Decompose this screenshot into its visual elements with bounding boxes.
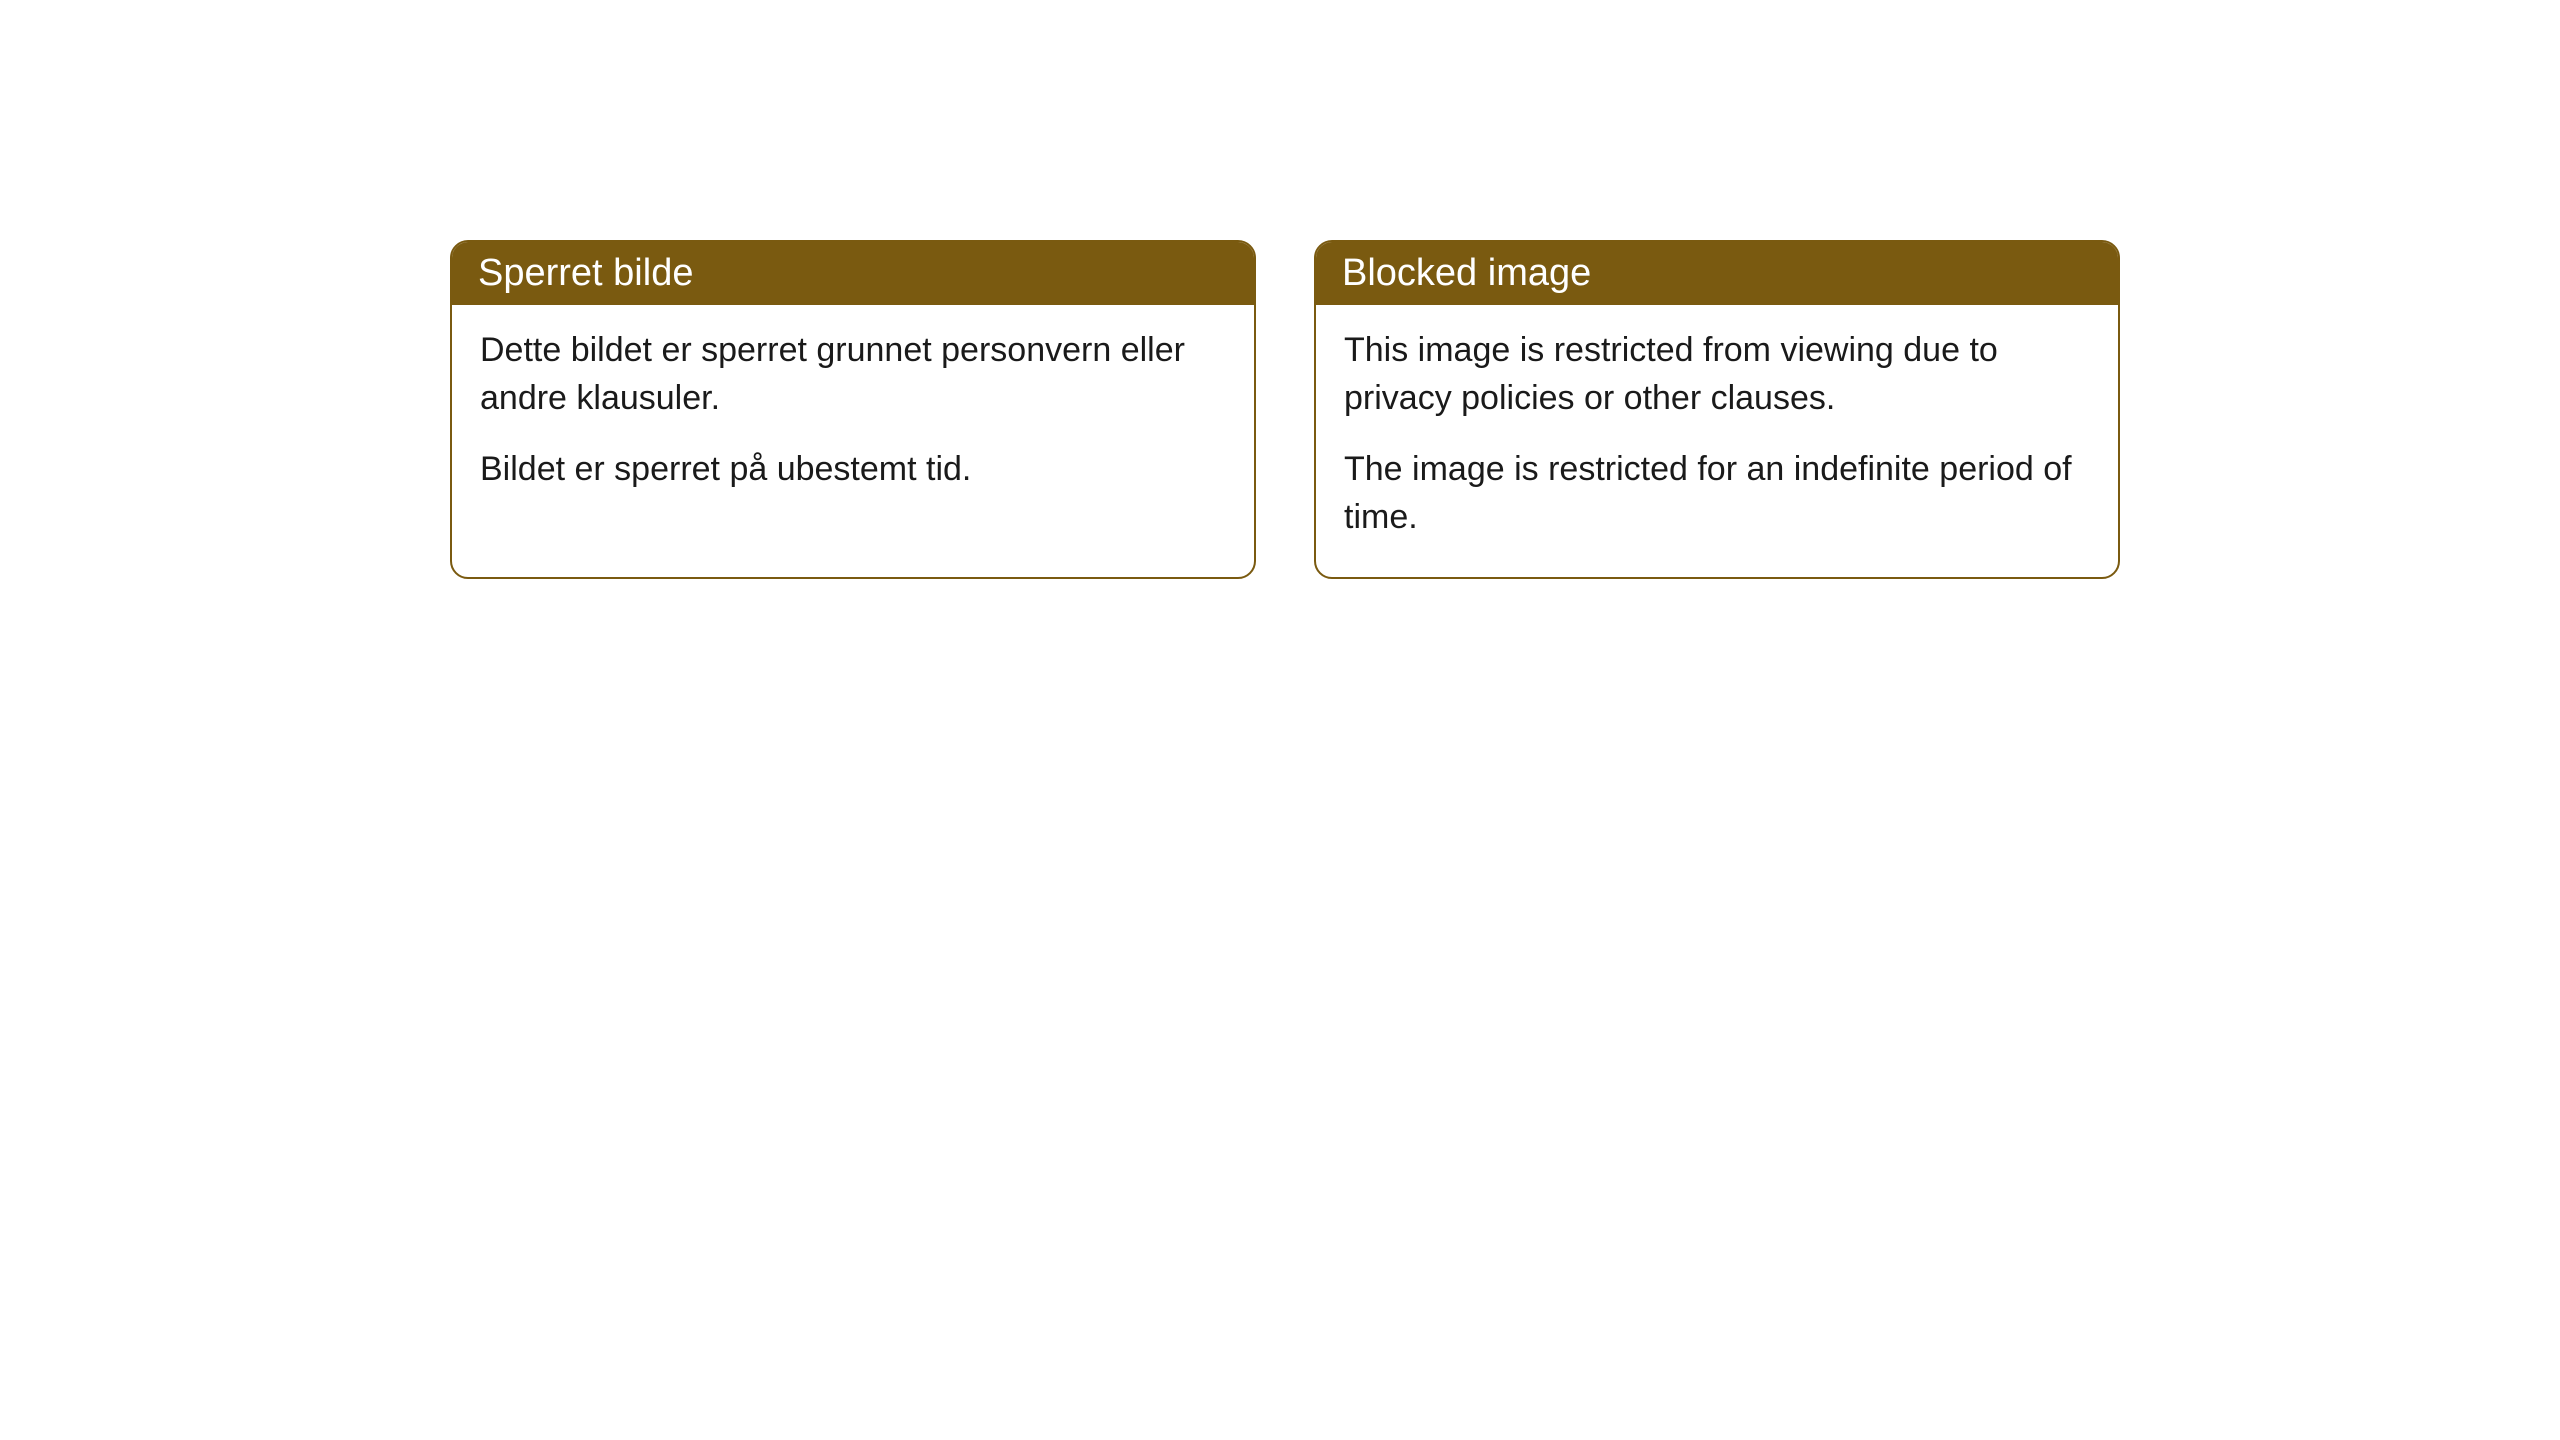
card-paragraph: The image is restricted for an indefinit… xyxy=(1344,446,2090,541)
cards-container: Sperret bilde Dette bildet er sperret gr… xyxy=(0,0,2560,579)
card-paragraph: This image is restricted from viewing du… xyxy=(1344,327,2090,422)
card-title: Blocked image xyxy=(1342,252,1591,294)
card-header: Blocked image xyxy=(1316,242,2118,305)
card-paragraph: Dette bildet er sperret grunnet personve… xyxy=(480,327,1226,422)
card-body: Dette bildet er sperret grunnet personve… xyxy=(452,305,1254,530)
blocked-image-card-english: Blocked image This image is restricted f… xyxy=(1314,240,2120,579)
card-paragraph: Bildet er sperret på ubestemt tid. xyxy=(480,446,1226,494)
card-header: Sperret bilde xyxy=(452,242,1254,305)
blocked-image-card-norwegian: Sperret bilde Dette bildet er sperret gr… xyxy=(450,240,1256,579)
card-body: This image is restricted from viewing du… xyxy=(1316,305,2118,577)
card-title: Sperret bilde xyxy=(478,252,693,294)
